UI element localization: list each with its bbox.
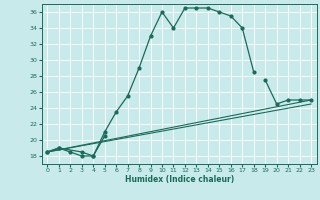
X-axis label: Humidex (Indice chaleur): Humidex (Indice chaleur) [124,175,234,184]
